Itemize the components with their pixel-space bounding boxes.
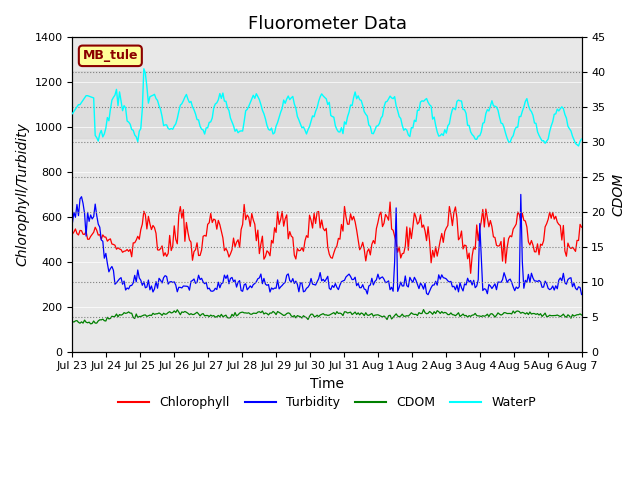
Bar: [72, 71, 582, 138]
Title: Fluorometer Data: Fluorometer Data: [248, 15, 406, 33]
X-axis label: Time: Time: [310, 377, 344, 391]
Y-axis label: Chlorophyll/Turbidity: Chlorophyll/Turbidity: [15, 122, 29, 266]
Legend: Chlorophyll, Turbidity, CDOM, WaterP: Chlorophyll, Turbidity, CDOM, WaterP: [113, 391, 541, 414]
Y-axis label: CDOM: CDOM: [611, 173, 625, 216]
Text: MB_tule: MB_tule: [83, 49, 138, 62]
